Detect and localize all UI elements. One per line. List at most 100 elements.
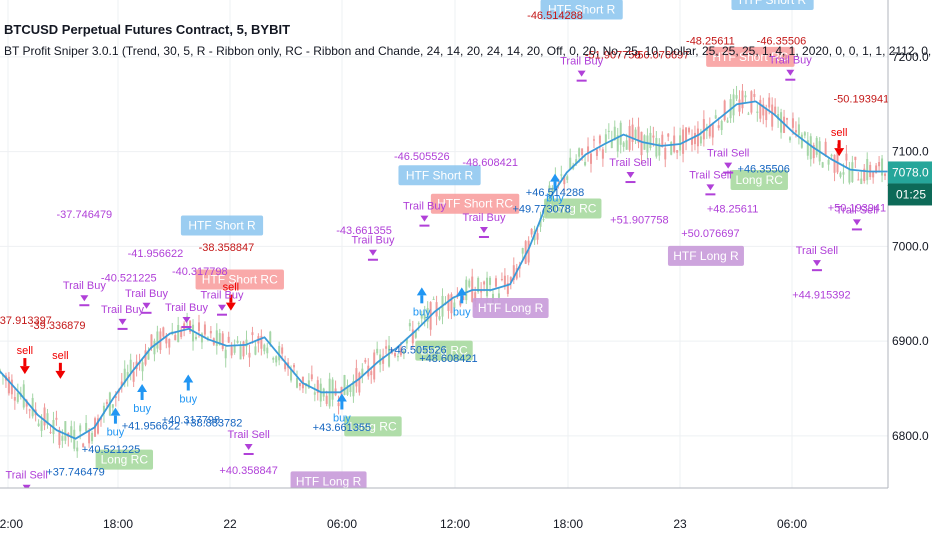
profit-value: +46.514288 (526, 187, 584, 199)
candle-body (833, 154, 836, 173)
candle-body (569, 157, 572, 169)
candle-body (878, 161, 881, 167)
candle-body (195, 336, 198, 340)
time-tick: 12:00 (440, 517, 470, 531)
candle-body (105, 401, 108, 405)
candle-body (355, 368, 358, 387)
signal-trail: Trail Buy (351, 235, 395, 261)
profit-value: -46.505526 (394, 151, 450, 163)
buy-arrow-shaft (553, 181, 557, 190)
candle-body (652, 135, 655, 138)
trail-label: Trail Sell (796, 245, 838, 257)
trail-arrow-icon (626, 172, 635, 179)
candle-body (200, 333, 203, 343)
candle-body (0, 369, 1, 372)
candle-body (872, 171, 875, 178)
countdown-badge (888, 183, 932, 206)
signal-trail: Trail Buy (63, 280, 106, 307)
tag-label: HTF Long R (478, 301, 544, 315)
time-axis[interactable]: 12:00 18:00 22 06:00 12:00 18:00 23 06:00 (0, 487, 932, 550)
candle-body (22, 384, 25, 408)
candle-body (500, 279, 503, 281)
candle-body (49, 431, 52, 433)
signal-trail: Trail Buy (101, 304, 145, 330)
candle-body (364, 360, 367, 363)
candle-body (391, 352, 394, 354)
candle-body (156, 331, 159, 349)
profit-value: +50.076697 (681, 228, 739, 240)
buy-label: buy (133, 403, 151, 415)
signal-trail: Trail Buy (201, 290, 244, 316)
candle-body (830, 154, 833, 157)
candle-body (595, 149, 598, 156)
trail-arrow-icon (182, 317, 191, 324)
candle-body (649, 132, 652, 149)
candle-body (97, 418, 100, 434)
candle-body (590, 153, 593, 164)
candle-body (598, 135, 601, 144)
candle-body (664, 147, 667, 160)
candle-body (625, 140, 628, 150)
buy-arrow-shaft (186, 382, 190, 391)
candle-body (685, 127, 688, 143)
buy-arrow-icon (550, 173, 560, 182)
ribbon-path (0, 100, 888, 440)
candle-body (313, 392, 316, 395)
candle-body (655, 138, 658, 157)
candle-body (527, 240, 530, 263)
tag-box (344, 416, 402, 437)
candle-body (771, 104, 774, 127)
profit-value: +44.915392 (792, 289, 850, 301)
candle-body (607, 130, 610, 132)
time-tick: 23 (673, 517, 687, 531)
candle-body (423, 314, 426, 320)
tag-blue: HTF Short R (398, 165, 481, 186)
price-tick: 6800.0 (892, 429, 929, 443)
trail-mark (419, 224, 430, 227)
signal-trail: Trail Sell (227, 429, 270, 455)
trail-mark (141, 311, 152, 314)
tag-label: Long RC (349, 419, 397, 433)
tag-box (667, 245, 744, 266)
candle-body (744, 95, 747, 98)
trail-mark (576, 79, 587, 82)
profit-value: +40.358847 (219, 465, 277, 477)
time-tick: 06:00 (777, 517, 807, 531)
time-tick: 12:00 (0, 517, 23, 531)
candle-body (218, 333, 221, 345)
candle-body (634, 129, 637, 139)
candle-body (702, 119, 705, 140)
trail-label: Trail Sell (609, 157, 651, 169)
candle-body (699, 136, 702, 144)
candle-body (346, 385, 349, 395)
price-tick: 7200.0 (892, 50, 929, 64)
candle-body (144, 350, 147, 365)
candle-body (209, 331, 212, 334)
candle-body (884, 173, 887, 176)
signal-sell: sell (831, 127, 847, 157)
signal-trail: Trail Buy (769, 55, 812, 81)
candle-body (661, 134, 664, 147)
sell-arrow-shaft (58, 362, 62, 371)
candle-body (269, 331, 272, 344)
tag-purple: HTF Long R (290, 471, 367, 492)
time-tick: 06:00 (327, 517, 357, 531)
candle-body (720, 120, 723, 131)
sell-label: sell (17, 345, 34, 357)
trail-mark (367, 258, 378, 261)
candle-body (708, 125, 711, 137)
candle-body (860, 178, 863, 185)
candle-body (432, 298, 435, 300)
trail-label: Trail Buy (403, 201, 446, 213)
signal-trail: Trail Sell (609, 157, 652, 184)
candle-body (298, 382, 301, 387)
chart-title: BTCUSD Perpetual Futures Contract, 5, BY… (4, 22, 291, 37)
candle-body (307, 380, 310, 389)
candle-body (180, 329, 183, 338)
price-axis[interactable]: 7200.0 7100.0 7000.0 6900.0 6800.0 7078.0 01:2… (887, 0, 932, 550)
profit-value: -40.317798 (172, 266, 228, 278)
sell-arrow-shaft (837, 140, 841, 149)
candle-body (788, 137, 791, 141)
candle-body (239, 345, 242, 360)
